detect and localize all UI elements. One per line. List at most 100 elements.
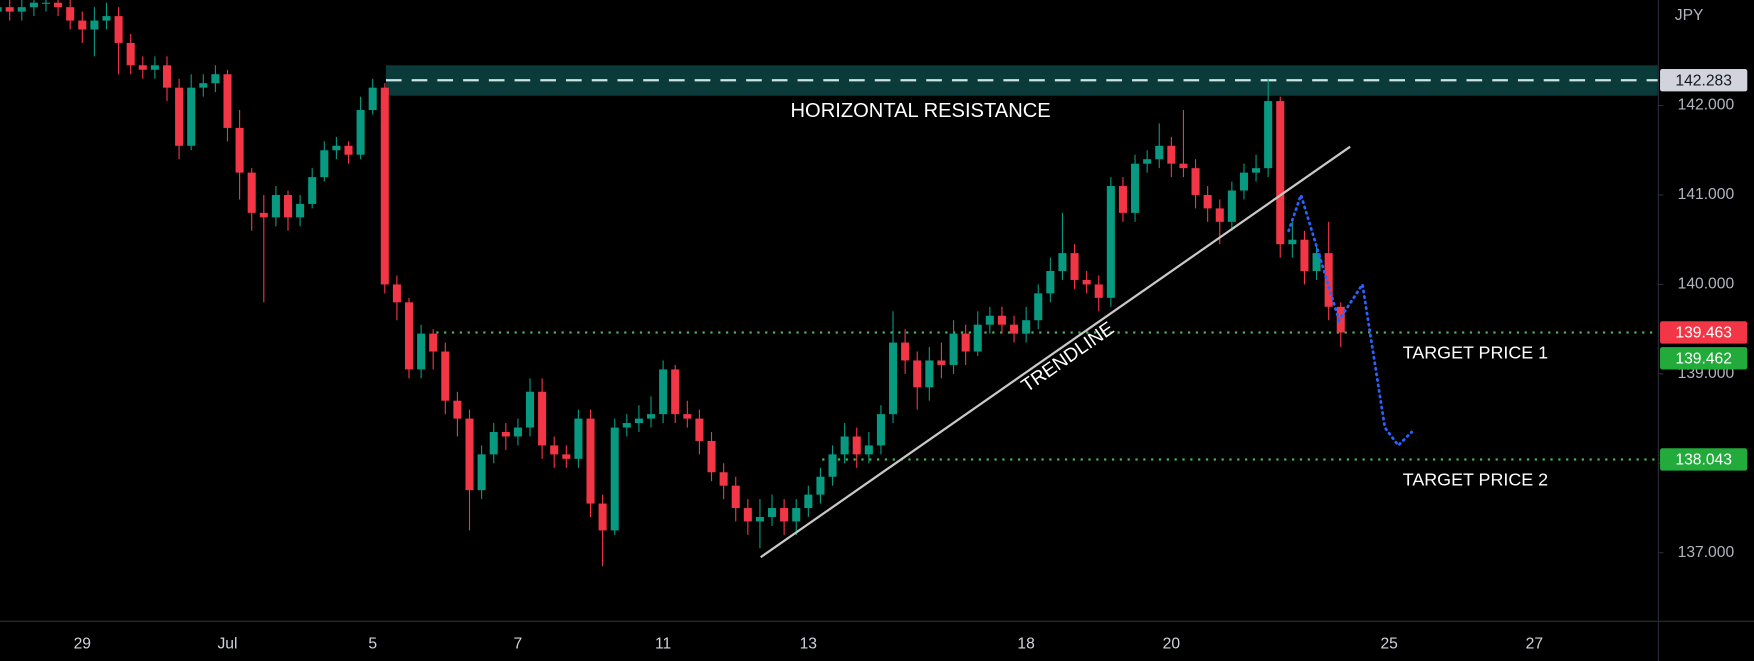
x-tick-label: 13 xyxy=(800,635,818,652)
candle-body xyxy=(66,7,75,21)
candle-body xyxy=(1118,186,1127,213)
candle-body xyxy=(332,145,341,151)
candle-body xyxy=(441,351,450,401)
candle-body xyxy=(1034,293,1043,321)
resistance-price-label: 142.283 xyxy=(1675,72,1732,89)
candle-body xyxy=(1155,145,1164,160)
target-price-box xyxy=(1660,347,1748,370)
candle-body xyxy=(138,65,147,70)
candle-body xyxy=(646,414,656,419)
last-price-box xyxy=(1660,321,1748,344)
candle-body xyxy=(380,87,389,285)
candle-body xyxy=(162,65,172,88)
candle-body xyxy=(90,20,99,30)
candle-body xyxy=(368,87,377,111)
candle-body xyxy=(876,414,885,446)
x-tick-label: 20 xyxy=(1163,635,1181,652)
candle-body xyxy=(985,315,994,325)
y-tick-label: 141.000 xyxy=(1678,186,1735,203)
candle-body xyxy=(767,508,777,517)
candle-body xyxy=(513,427,522,437)
candle-body xyxy=(1010,324,1019,334)
candle-body xyxy=(1143,159,1152,164)
candle-body xyxy=(671,369,680,415)
candle-body xyxy=(126,42,135,66)
candle-body xyxy=(731,485,740,509)
candle-body xyxy=(889,342,898,415)
candle-body xyxy=(634,418,643,424)
candle-body xyxy=(1264,101,1273,169)
candle-body xyxy=(308,177,317,204)
candle-body xyxy=(1300,239,1309,272)
x-tick-label: Jul xyxy=(217,635,237,652)
candle-body xyxy=(114,16,123,43)
candle-body xyxy=(525,391,535,428)
candle-body xyxy=(1203,194,1212,209)
candle-body xyxy=(828,454,837,477)
candle-body xyxy=(465,418,474,491)
candle-body xyxy=(1167,145,1176,164)
candle-body xyxy=(1022,320,1031,334)
target-price-label: 138.043 xyxy=(1675,452,1732,469)
candle-body xyxy=(901,342,910,361)
candle-body xyxy=(1082,279,1091,285)
candle-body xyxy=(54,2,63,8)
candle-body xyxy=(852,436,861,455)
candle-body xyxy=(961,333,970,352)
candle-body xyxy=(1252,168,1261,173)
candle-body xyxy=(477,454,486,491)
candle-body xyxy=(997,315,1006,325)
candle-body xyxy=(1191,168,1200,195)
candle-body xyxy=(707,440,716,473)
candle-body xyxy=(1046,271,1055,294)
candle-body xyxy=(259,212,268,218)
candle-body xyxy=(247,172,256,213)
target-price-label: 139.462 xyxy=(1675,351,1732,368)
last-price-label: 139.463 xyxy=(1675,325,1732,342)
candle-body xyxy=(1070,253,1079,280)
trendline xyxy=(760,145,1351,559)
candle-body xyxy=(417,333,426,370)
candle-body xyxy=(598,503,607,531)
candle-body xyxy=(175,87,184,146)
candle-body xyxy=(913,360,922,388)
candle-body xyxy=(755,516,764,522)
resistance-price-box xyxy=(1660,69,1748,92)
candle-body xyxy=(187,87,196,146)
candle-body xyxy=(0,7,2,12)
candle-body xyxy=(586,418,595,504)
target-label: TARGET PRICE 1 xyxy=(1403,343,1548,363)
y-tick-label: 140.000 xyxy=(1678,276,1735,293)
candle-body xyxy=(1131,163,1140,213)
candle-body xyxy=(271,194,280,218)
candle-body xyxy=(1179,163,1188,169)
x-tick-label: 25 xyxy=(1380,635,1398,652)
candle-body xyxy=(743,508,752,522)
candle-body xyxy=(223,74,232,128)
overlay: 137.000138.000139.000140.000141.000142.0… xyxy=(74,69,1748,652)
candle-body xyxy=(283,194,293,218)
projection-path xyxy=(1287,190,1414,448)
x-tick-label: 27 xyxy=(1526,635,1543,652)
candle-body xyxy=(1058,253,1067,272)
candle-body xyxy=(792,508,801,522)
candle-body xyxy=(356,110,365,155)
candle-body xyxy=(804,494,813,509)
candle-body xyxy=(344,145,353,155)
candle-body xyxy=(840,436,849,455)
candle-body xyxy=(429,333,438,352)
candle-body xyxy=(404,302,414,370)
candle-body xyxy=(816,476,825,495)
candle-body xyxy=(550,445,559,455)
candle-body xyxy=(1276,101,1285,245)
candle-body xyxy=(949,333,958,365)
candle-body xyxy=(538,391,547,446)
target-label: TARGET PRICE 2 xyxy=(1403,469,1548,489)
candle-body xyxy=(1312,253,1321,272)
currency-label: JPY xyxy=(1675,7,1704,24)
candle-body xyxy=(780,508,789,522)
resistance-label: HORIZONTAL RESISTANCE xyxy=(791,100,1051,122)
candle-body xyxy=(29,2,38,8)
x-tick-label: 5 xyxy=(368,635,377,652)
